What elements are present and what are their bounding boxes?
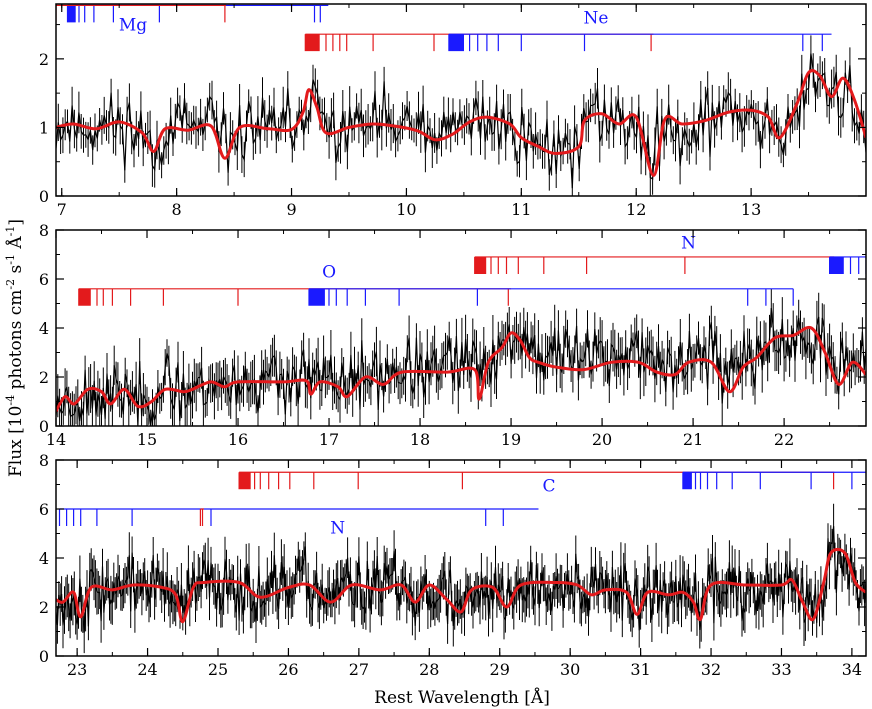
x-tick-label: 26: [278, 660, 298, 679]
y-tick-label: 0: [39, 417, 49, 436]
y-tick-label: 6: [39, 270, 49, 289]
ion-series-c: [682, 471, 866, 490]
x-tick-label: 19: [501, 430, 521, 449]
x-tick-label: 22: [774, 430, 794, 449]
x-tick-label: 7: [57, 200, 67, 219]
y-tick-label: 0: [39, 187, 49, 206]
x-tick-label: 29: [490, 660, 510, 679]
ion-line-ticks: [238, 472, 835, 490]
x-tick-label: 24: [137, 660, 157, 679]
ion-series-n: [474, 256, 835, 274]
panel-2: O N 14 15 16 17 18 19 20 21 22 0 2 4 6 8: [39, 221, 867, 449]
x-tick-label: 34: [842, 660, 862, 679]
x-tick-label: 16: [228, 430, 248, 449]
ion-series-n: [58, 508, 539, 526]
y-tick-label: 6: [39, 500, 49, 519]
ion-line-ticks: [829, 256, 866, 274]
x-tick-label: 15: [137, 430, 157, 449]
ion-line-ticks: [78, 288, 509, 306]
y-tick-label: 4: [39, 549, 49, 568]
x-tick-label: 25: [208, 660, 228, 679]
model-curve: [56, 325, 866, 413]
y-tick-label: 0: [39, 647, 49, 666]
x-tick-label: 30: [560, 660, 580, 679]
plot-area: [56, 256, 866, 426]
x-tick-label: 28: [419, 660, 439, 679]
plot-area: [56, 471, 866, 654]
x-tick-label: 27: [349, 660, 369, 679]
ion-line-ticks: [199, 509, 204, 526]
x-tick-label: 14: [46, 430, 66, 449]
ion-line-ticks: [474, 256, 686, 274]
ion-series-c: [238, 471, 835, 490]
x-tick-label: 8: [172, 200, 182, 219]
y-tick-label: 1: [39, 118, 49, 137]
plot-area: [56, 4, 866, 196]
ion-line-ticks: [58, 509, 504, 526]
observed-spectrum-line: [56, 53, 866, 189]
model-curve: [56, 69, 866, 177]
x-tick-label: 12: [626, 200, 646, 219]
x-tick-label: 13: [741, 200, 761, 219]
ion-series-o: [308, 288, 794, 306]
y-tick-label: 8: [39, 451, 49, 470]
x-tick-label: 11: [511, 200, 531, 219]
x-tick-label: 23: [67, 660, 87, 679]
ion-label-n: N: [681, 233, 696, 253]
x-axis-title: Rest Wavelength [Å]: [374, 687, 550, 708]
x-tick-label: 32: [701, 660, 721, 679]
ion-label-n: N: [330, 518, 345, 538]
x-tick-label: 10: [396, 200, 416, 219]
x-tick-label: 18: [410, 430, 430, 449]
ion-line-ticks: [56, 5, 226, 23]
y-tick-label: 4: [39, 319, 49, 338]
y-tick-label: 2: [39, 50, 49, 69]
ion-line-ticks: [682, 472, 853, 490]
y-axis-title: Flux [10-4 photons cm-2 s-1 Å-1]: [4, 219, 26, 477]
x-tick-label: 31: [630, 660, 650, 679]
observed-spectrum-line: [56, 307, 866, 426]
axes-frame: [55, 3, 867, 197]
ion-label-c: C: [543, 477, 556, 497]
x-tick-label: 21: [683, 430, 703, 449]
ion-series-ne: [304, 33, 654, 52]
x-tick-label: 20: [592, 430, 612, 449]
model-curve: [56, 547, 866, 624]
x-tick-label: 33: [771, 660, 791, 679]
y-tick-label: 2: [39, 598, 49, 617]
ion-series-o: [78, 288, 512, 306]
ion-series-n: [199, 508, 204, 526]
y-tick-label: 2: [39, 368, 49, 387]
x-tick-label: 17: [319, 430, 339, 449]
error-bars: [56, 503, 866, 654]
ion-series-ne: [448, 33, 832, 52]
ion-line-ticks: [448, 34, 823, 52]
ion-label-o: O: [322, 263, 336, 283]
ion-line-ticks: [308, 288, 794, 306]
y-tick-label: 8: [39, 221, 49, 240]
ion-series-mg: [66, 4, 329, 23]
ion-line-ticks: [304, 34, 652, 52]
ion-label-ne: Ne: [584, 9, 609, 29]
ion-line-ticks: [66, 5, 321, 23]
ion-series-n: [829, 256, 866, 274]
ion-series-mg: [56, 4, 227, 23]
x-tick-label: 9: [286, 200, 296, 219]
ion-label-mg: Mg: [119, 16, 147, 36]
